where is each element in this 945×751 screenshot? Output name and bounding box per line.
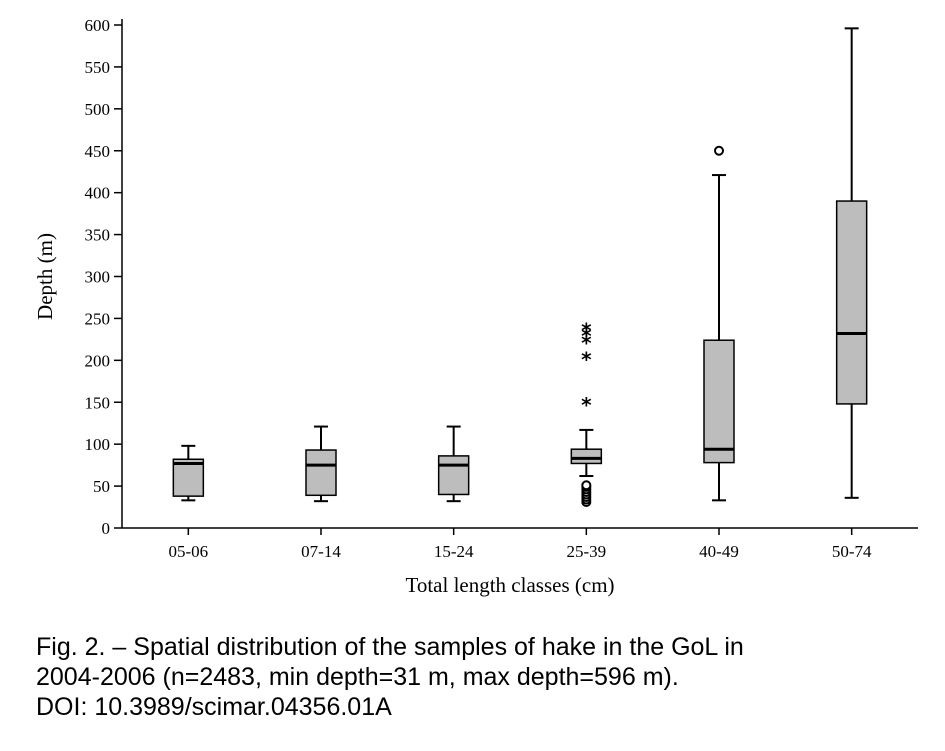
extreme-point: * [581,318,592,342]
outlier-point [581,480,592,491]
box-07-14 [305,425,337,503]
y-tick-label: 250 [85,309,111,328]
extreme-point: * [581,324,592,348]
caption-line-1: Fig. 2. – Spatial distribution of the sa… [36,633,744,661]
x-tick-label: 25-39 [566,542,606,561]
y-tick-label: 50 [93,477,110,496]
box-plot: 0 50 100 150 200 250 300 350 400 450 500 550 600 05-… [33,16,918,597]
x-axis-title: Total length classes (cm) [405,573,614,597]
y-tick-label: 300 [85,268,111,287]
box-40-49 [703,145,735,502]
y-tick-label: 0 [102,519,111,538]
axes [121,19,918,529]
x-tick-label: 50-74 [832,542,872,561]
y-tick-label: 100 [85,435,111,454]
iqr-box [172,458,205,497]
x-tick-label: 05-06 [168,542,208,561]
iqr-box [570,448,603,465]
x-tick-label: 40-49 [699,542,739,561]
y-tick-label: 350 [85,226,111,245]
box-50-74 [835,27,868,499]
iqr-box [305,449,337,497]
box-15-24 [437,425,470,503]
x-axis-ticks: 05-06 07-14 15-24 25-39 40-49 50-74 [168,528,872,561]
y-axis-title: Depth (m) [33,233,57,320]
boxes: ***** [172,27,868,508]
y-tick-label: 450 [85,142,111,161]
extreme-point: * [581,393,592,417]
extreme-point: * [581,331,592,355]
y-tick-label: 600 [85,16,111,35]
outlier-point [714,145,724,156]
iqr-box [703,339,735,464]
y-tick-label: 400 [85,184,111,203]
caption-line-2: 2004-2006 (n=2483, min depth=31 m, max d… [36,663,679,691]
figure-caption: Fig. 2. – Spatial distribution of the sa… [36,632,936,722]
box-25-39: ***** [570,318,603,508]
x-tick-label: 15-24 [434,542,474,561]
iqr-box [835,200,868,405]
y-tick-label: 550 [85,58,111,77]
y-tick-label: 500 [85,100,111,119]
y-axis-ticks: 0 50 100 150 200 250 300 350 400 450 500 550 600 [85,16,122,538]
x-tick-label: 07-14 [301,542,341,561]
extreme-point: * [581,348,592,372]
y-tick-label: 200 [85,351,111,370]
iqr-box [437,455,470,496]
caption-line-3: DOI: 10.3989/scimar.04356.01A [36,693,392,721]
y-tick-label: 150 [85,393,111,412]
box-05-06 [172,444,205,502]
